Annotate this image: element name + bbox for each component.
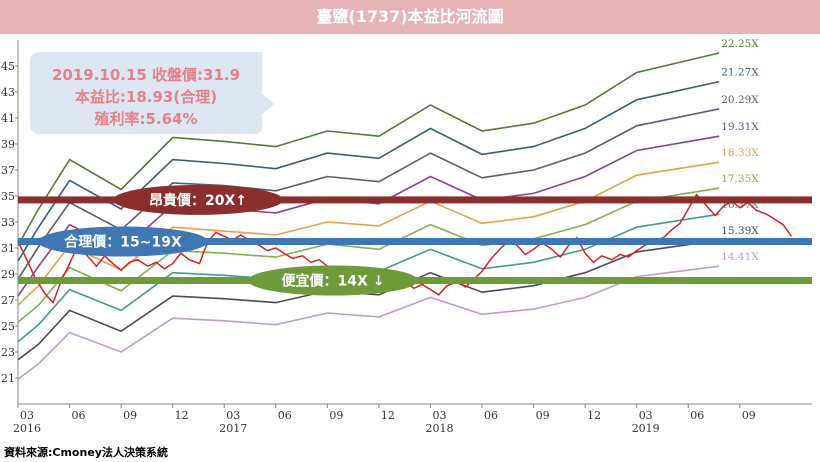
info-box-background (30, 52, 274, 134)
band-label-bg-cheap (248, 265, 418, 296)
info-line-close: 2019.10.15 收盤價:31.9 (52, 66, 240, 84)
x-tick-month: 12 (175, 409, 189, 422)
y-tick-label: 43 (1, 86, 15, 99)
info-line-pe: 本益比:18.93(合理) (75, 88, 217, 106)
y-tick-label: 37 (1, 164, 15, 177)
band-layer: 昂貴價：20X↑ 合理價：15~19X 便宜價：14X ↓ (18, 184, 812, 296)
band-label-expensive: 昂貴價：20X↑ (149, 192, 247, 209)
series-label-20.29X: 20.29X (721, 94, 759, 106)
x-tick-month: 03 (432, 409, 446, 422)
x-tick-month: 06 (278, 409, 292, 422)
x-tick-month: 09 (742, 409, 756, 422)
y-tick-label: 21 (1, 372, 15, 385)
band-label-cheap: 便宜價：14X ↓ (282, 273, 385, 290)
x-tick-month: 09 (329, 409, 343, 422)
pe-series-22.25X (17, 52, 720, 246)
series-label-18.33X: 18.33X (721, 147, 759, 159)
y-tick-label: 33 (1, 216, 15, 229)
band-label-bg-fair (38, 226, 208, 257)
band-line-fair (18, 238, 812, 245)
x-tick-year: 2016 (13, 422, 41, 435)
y-tick-label: 35 (1, 190, 15, 203)
series-label-21.27X: 21.27X (721, 67, 759, 79)
y-tick-label: 27 (1, 294, 15, 307)
x-tick-year: 2018 (425, 422, 453, 435)
x-tick-month: 06 (690, 409, 704, 422)
info-line-yield: 殖利率:5.64% (93, 110, 197, 128)
x-tick-month: 06 (484, 409, 498, 422)
series-label-15.39X: 15.39X (721, 225, 759, 237)
x-tick-year: 2019 (632, 422, 660, 435)
x-tick-month: 09 (123, 409, 137, 422)
pe-series-21.27X (17, 80, 720, 262)
x-tick-month: 09 (536, 409, 550, 422)
y-tick-label: 41 (1, 112, 15, 125)
y-tick-label: 31 (1, 242, 15, 255)
x-tick-month: 12 (381, 409, 395, 422)
y-tick-label: 25 (1, 320, 15, 333)
source-note: 資料來源:Cmoney法人決策系統 (4, 446, 168, 459)
x-tick-month: 03 (639, 409, 653, 422)
info-box: 2019.10.15 收盤價:31.9 本益比:18.93(合理) 殖利率:5.… (30, 52, 274, 134)
x-tick-month: 03 (226, 409, 240, 422)
series-label-17.35X: 17.35X (721, 173, 759, 185)
x-tick-year: 2017 (219, 422, 247, 435)
series-label-19.31X: 19.31X (721, 121, 759, 133)
series-label-22.25X: 22.25X (721, 38, 759, 50)
chart-title: 臺鹽(1737)本益比河流圖 (0, 0, 820, 34)
band-label-fair: 合理價：15~19X (64, 234, 182, 251)
pe-series-14.41X (17, 265, 720, 380)
y-tick-label: 29 (1, 268, 15, 281)
pe-series-20.29X (17, 108, 720, 280)
x-tick-month: 03 (20, 409, 34, 422)
band-line-expensive (18, 196, 812, 204)
x-tick-month: 12 (587, 409, 601, 422)
y-tick-label: 39 (1, 138, 15, 151)
x-tick-month: 06 (72, 409, 86, 422)
y-tick-label: 45 (1, 60, 15, 73)
series-label-14.41X: 14.41X (721, 251, 759, 263)
band-label-bg-expensive (113, 184, 283, 215)
y-tick-label: 23 (1, 346, 15, 359)
